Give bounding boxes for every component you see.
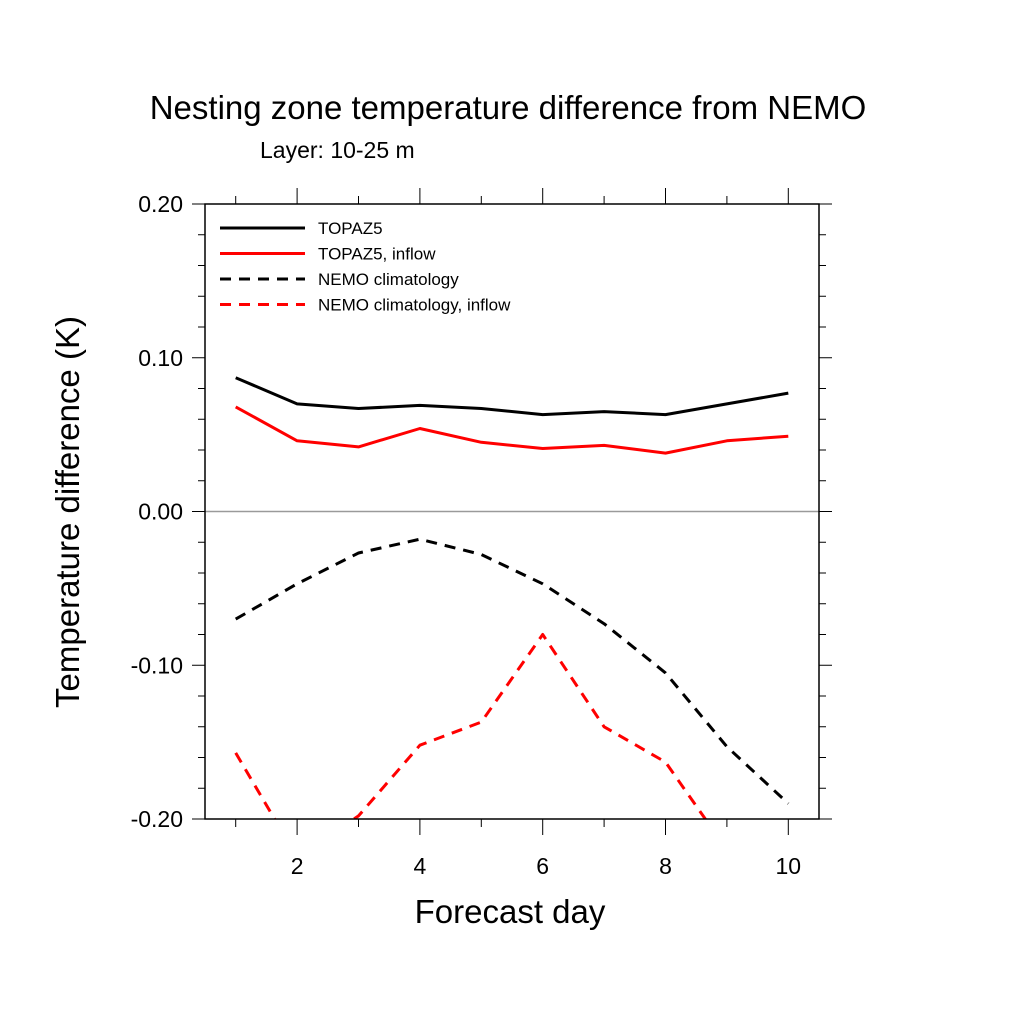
legend-label-2: TOPAZ5, inflow [318, 245, 436, 264]
x-tick-label: 4 [414, 853, 427, 879]
y-tick-label: -0.10 [131, 652, 183, 678]
chart-title: Nesting zone temperature difference from… [149, 89, 867, 126]
y-tick-label: 0.00 [138, 499, 183, 525]
legend: TOPAZ5 TOPAZ5, inflow NEMO climatology NEMO… [220, 219, 511, 315]
x-axis-label: Forecast day [414, 893, 606, 930]
series-line-1 [235, 376, 789, 417]
series-line-2 [234, 405, 789, 455]
x-tick-label: 6 [536, 853, 549, 879]
legend-label-1: TOPAZ5 [318, 219, 383, 238]
legend-label-4: NEMO climatology, inflow [318, 296, 511, 315]
x-tick-label: 10 [776, 853, 802, 879]
y-axis-label: Temperature difference (K) [49, 316, 86, 708]
y-tick-label: 0.10 [138, 345, 183, 371]
x-tick-label: 2 [291, 853, 304, 879]
x-tick-label: 8 [659, 853, 672, 879]
y-tick-label: -0.20 [131, 806, 183, 832]
series-line-4 [234, 633, 708, 819]
series-line-3 [234, 537, 790, 805]
legend-label-3: NEMO climatology [318, 270, 459, 289]
y-tick-label: 0.20 [138, 191, 183, 217]
chart-subtitle: Layer: 10-25 m [260, 137, 415, 163]
